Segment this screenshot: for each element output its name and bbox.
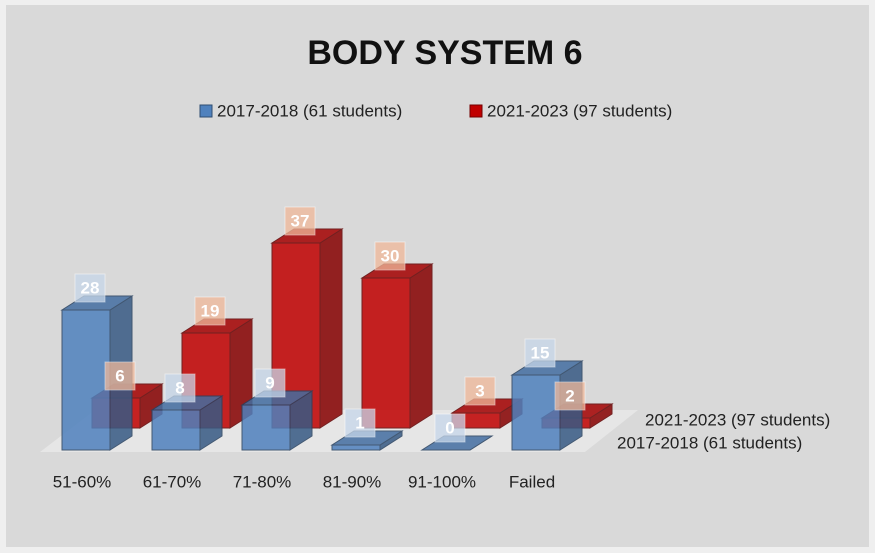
bar-front (151, 409, 201, 451)
depth-label: 2021-2023 (97 students) (645, 410, 830, 429)
data-label: 15 (531, 343, 550, 362)
x-tick-label: 71-80% (233, 472, 292, 491)
data-label: 2 (565, 386, 574, 405)
data-label: 9 (265, 373, 274, 392)
data-label-box (104, 361, 136, 391)
bar (150, 395, 224, 451)
data-label-box (74, 273, 106, 303)
data-label-box (284, 206, 316, 236)
bar-side (319, 228, 343, 429)
data-label: 6 (115, 366, 124, 385)
data-label-box (524, 338, 556, 368)
legend-swatch (469, 104, 483, 118)
x-tick-label: 61-70% (143, 472, 202, 491)
data-label-box (464, 376, 496, 406)
bar-front (361, 277, 411, 429)
bar (240, 390, 314, 451)
data-label-box (434, 413, 466, 443)
data-label: 1 (355, 413, 364, 432)
data-label-box (374, 241, 406, 271)
bar-front (511, 374, 561, 451)
chart-area (6, 5, 869, 547)
data-label: 28 (81, 278, 100, 297)
data-label-box (164, 373, 196, 403)
data-label: 37 (291, 211, 310, 230)
depth-label: 2017-2018 (61 students) (617, 433, 802, 452)
bar-front (241, 404, 291, 451)
data-label: 19 (201, 301, 220, 320)
data-label-box (554, 381, 586, 411)
x-tick-label: Failed (509, 472, 555, 491)
legend-label: 2021-2023 (97 students) (487, 101, 672, 120)
data-label: 3 (475, 381, 484, 400)
bar-side (409, 263, 433, 429)
x-tick-label: 81-90% (323, 472, 382, 491)
x-tick-label: 51-60% (53, 472, 112, 491)
legend-label: 2017-2018 (61 students) (217, 101, 402, 120)
bar-front (61, 309, 111, 451)
x-tick-label: 91-100% (408, 472, 476, 491)
data-label: 30 (381, 246, 400, 265)
data-label-box (194, 296, 226, 326)
legend-swatch (199, 104, 213, 118)
data-label: 8 (175, 378, 184, 397)
bar (360, 263, 434, 429)
data-label: 0 (445, 418, 454, 437)
data-label-box (344, 408, 376, 438)
chart-title: BODY SYSTEM 6 (307, 34, 582, 72)
bar-front (331, 444, 381, 451)
data-label-box (254, 368, 286, 398)
